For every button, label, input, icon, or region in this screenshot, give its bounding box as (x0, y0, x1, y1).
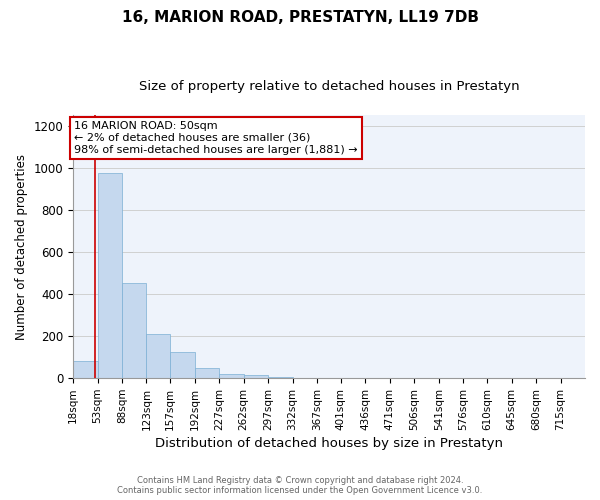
Bar (195, 368, 219, 378)
Title: Size of property relative to detached houses in Prestatyn: Size of property relative to detached ho… (139, 80, 520, 93)
Text: 16, MARION ROAD, PRESTATYN, LL19 7DB: 16, MARION ROAD, PRESTATYN, LL19 7DB (121, 10, 479, 25)
Bar (219, 374, 244, 378)
Bar (268, 377, 293, 378)
Text: Contains HM Land Registry data © Crown copyright and database right 2024.
Contai: Contains HM Land Registry data © Crown c… (118, 476, 482, 495)
Bar (73, 362, 98, 378)
Bar (98, 173, 122, 378)
Bar (146, 334, 170, 378)
Text: 16 MARION ROAD: 50sqm
← 2% of detached houses are smaller (36)
98% of semi-detac: 16 MARION ROAD: 50sqm ← 2% of detached h… (74, 122, 358, 154)
X-axis label: Distribution of detached houses by size in Prestatyn: Distribution of detached houses by size … (155, 437, 503, 450)
Bar (122, 284, 146, 378)
Bar (244, 375, 268, 378)
Bar (170, 352, 195, 378)
Y-axis label: Number of detached properties: Number of detached properties (15, 154, 28, 340)
